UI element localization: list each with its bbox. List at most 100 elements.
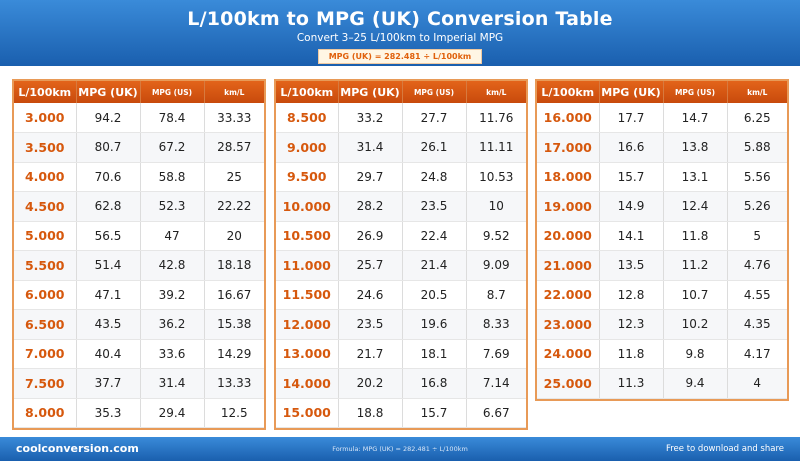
kml-cell: 4.55 [727, 280, 787, 310]
kml-cell: 9.09 [466, 250, 526, 281]
mpg-uk-cell: 29.7 [338, 162, 403, 192]
mpg-us-cell: 9.8 [663, 339, 728, 369]
kml-cell: 14.29 [204, 339, 264, 369]
kml-cell: 15.38 [204, 309, 264, 340]
table-row: 5.000 56.5 47 20 [14, 221, 264, 251]
mpg-uk-cell: 43.5 [76, 309, 141, 340]
kml-cell: 7.69 [466, 339, 526, 369]
column-header-mpg-us: MPG (US) [140, 81, 205, 103]
column-header-mpg-uk: MPG (UK) [599, 81, 664, 103]
mpg-us-cell: 10.2 [663, 309, 728, 340]
mpg-us-cell: 24.8 [402, 162, 467, 192]
page-footer: coolconversion.com Formula: MPG (UK) = 2… [0, 437, 800, 461]
table-row: 6.000 47.1 39.2 16.67 [14, 280, 264, 310]
mpg-us-cell: 78.4 [140, 103, 205, 133]
table-row: 19.000 14.9 12.4 5.26 [537, 191, 787, 222]
mpg-uk-cell: 12.8 [599, 280, 664, 310]
footer-tagline: Free to download and share [665, 444, 784, 454]
kml-cell: 28.57 [204, 132, 264, 163]
column-header-mpg-uk: MPG (UK) [338, 81, 403, 103]
mpg-uk-cell: 14.1 [599, 221, 664, 251]
l100km-cell: 4.500 [14, 191, 77, 222]
table-row: 10.500 26.9 22.4 9.52 [276, 221, 526, 251]
mpg-us-cell: 15.7 [402, 398, 467, 428]
l100km-cell: 11.500 [276, 280, 339, 310]
column-header-kml: km/L [204, 81, 264, 103]
page-header: L/100km to MPG (UK) Conversion Table Con… [0, 0, 800, 66]
l100km-cell: 12.000 [276, 309, 339, 340]
mpg-us-cell: 16.8 [402, 368, 467, 399]
mpg-uk-cell: 70.6 [76, 162, 141, 192]
mpg-us-cell: 13.1 [663, 162, 728, 192]
mpg-us-cell: 10.7 [663, 280, 728, 310]
l100km-cell: 19.000 [537, 191, 600, 222]
table-row: 10.000 28.2 23.5 10 [276, 191, 526, 222]
kml-cell: 22.22 [204, 191, 264, 222]
l100km-cell: 3.000 [14, 103, 77, 133]
table-row: 4.500 62.8 52.3 22.22 [14, 191, 264, 222]
kml-cell: 13.33 [204, 368, 264, 399]
l100km-cell: 5.000 [14, 221, 77, 251]
mpg-uk-cell: 80.7 [76, 132, 141, 163]
kml-cell: 10.53 [466, 162, 526, 192]
mpg-us-cell: 21.4 [402, 250, 467, 281]
kml-cell: 6.67 [466, 398, 526, 428]
l100km-cell: 7.500 [14, 368, 77, 399]
mpg-us-cell: 33.6 [140, 339, 205, 369]
l100km-cell: 8.000 [14, 398, 77, 428]
table-header-row: L/100km MPG (UK) MPG (US) km/L [14, 81, 264, 103]
l100km-cell: 18.000 [537, 162, 600, 192]
mpg-uk-cell: 47.1 [76, 280, 141, 310]
l100km-cell: 10.000 [276, 191, 339, 222]
mpg-us-cell: 22.4 [402, 221, 467, 251]
kml-cell: 7.14 [466, 368, 526, 399]
kml-cell: 4.35 [727, 309, 787, 340]
l100km-cell: 7.000 [14, 339, 77, 369]
kml-cell: 9.52 [466, 221, 526, 251]
kml-cell: 16.67 [204, 280, 264, 310]
kml-cell: 18.18 [204, 250, 264, 281]
l100km-cell: 3.500 [14, 132, 77, 163]
formula-badge: MPG (UK) = 282.481 ÷ L/100km [317, 49, 483, 64]
mpg-uk-cell: 12.3 [599, 309, 664, 340]
table-row: 20.000 14.1 11.8 5 [537, 221, 787, 251]
table-row: 21.000 13.5 11.2 4.76 [537, 250, 787, 281]
kml-cell: 20 [204, 221, 264, 251]
mpg-uk-cell: 28.2 [338, 191, 403, 222]
table-row: 11.500 24.6 20.5 8.7 [276, 280, 526, 310]
table-row: 12.000 23.5 19.6 8.33 [276, 309, 526, 340]
mpg-us-cell: 23.5 [402, 191, 467, 222]
mpg-us-cell: 11.2 [663, 250, 728, 281]
table-row: 7.500 37.7 31.4 13.33 [14, 368, 264, 399]
mpg-uk-cell: 14.9 [599, 191, 664, 222]
table-row: 8.000 35.3 29.4 12.5 [14, 398, 264, 428]
footer-formula: Formula: MPG (UK) = 282.481 ÷ L/100km [332, 445, 468, 453]
mpg-us-cell: 11.8 [663, 221, 728, 251]
l100km-cell: 15.000 [276, 398, 339, 428]
table-row: 15.000 18.8 15.7 6.67 [276, 398, 526, 428]
mpg-uk-cell: 11.8 [599, 339, 664, 369]
kml-cell: 33.33 [204, 103, 264, 133]
column-header-kml: km/L [727, 81, 787, 103]
mpg-uk-cell: 37.7 [76, 368, 141, 399]
kml-cell: 5.56 [727, 162, 787, 192]
l100km-cell: 6.500 [14, 309, 77, 340]
kml-cell: 8.33 [466, 309, 526, 340]
mpg-us-cell: 18.1 [402, 339, 467, 369]
mpg-uk-cell: 40.4 [76, 339, 141, 369]
table-row: 13.000 21.7 18.1 7.69 [276, 339, 526, 369]
l100km-cell: 23.000 [537, 309, 600, 340]
kml-cell: 11.11 [466, 132, 526, 163]
mpg-uk-cell: 20.2 [338, 368, 403, 399]
column-header-mpg-us: MPG (US) [663, 81, 728, 103]
l100km-cell: 6.000 [14, 280, 77, 310]
l100km-cell: 9.000 [276, 132, 339, 163]
mpg-us-cell: 29.4 [140, 398, 205, 428]
mpg-uk-cell: 15.7 [599, 162, 664, 192]
kml-cell: 10 [466, 191, 526, 222]
kml-cell: 6.25 [727, 103, 787, 133]
mpg-uk-cell: 23.5 [338, 309, 403, 340]
l100km-cell: 22.000 [537, 280, 600, 310]
table-row: 3.000 94.2 78.4 33.33 [14, 103, 264, 133]
mpg-us-cell: 26.1 [402, 132, 467, 163]
